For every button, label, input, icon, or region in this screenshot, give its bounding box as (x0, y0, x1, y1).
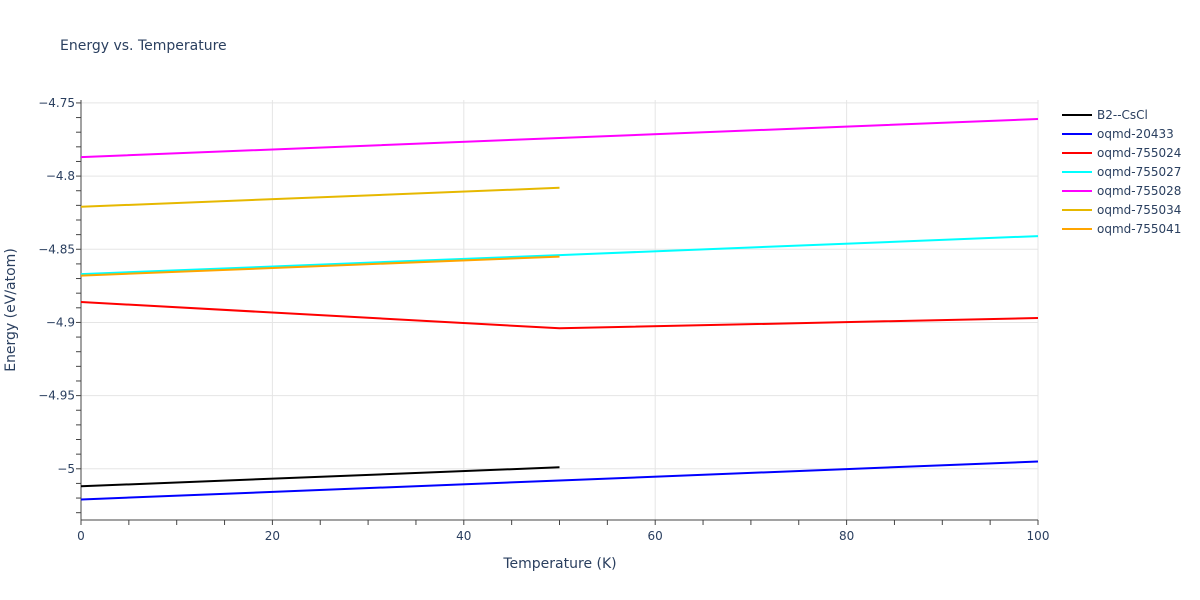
y-tick-label: −4.75 (38, 96, 75, 110)
x-tick-label: 20 (265, 529, 280, 543)
series-line-oqmd-755041 (80, 255, 560, 277)
legend-label: oqmd-755041 (1097, 222, 1181, 236)
x-tick-label: 0 (77, 529, 85, 543)
y-tick-label: −4.9 (46, 315, 75, 329)
series-line-oqmd-755024 (80, 301, 1039, 330)
series-line-b2-cscl (80, 466, 560, 488)
y-gridlines (81, 102, 1038, 470)
axes (76, 100, 1039, 525)
series-lines (80, 118, 1039, 501)
legend-label: B2--CsCl (1097, 108, 1148, 122)
legend-item[interactable]: oqmd-755027 (1062, 165, 1181, 179)
legend-item[interactable]: oqmd-20433 (1062, 127, 1174, 141)
y-tick-label: −4.95 (38, 389, 75, 403)
legend-item[interactable]: oqmd-755034 (1062, 203, 1181, 217)
legend-label: oqmd-755027 (1097, 165, 1181, 179)
x-tick-label: 100 (1027, 529, 1050, 543)
legend-item[interactable]: oqmd-755024 (1062, 146, 1181, 160)
x-axis-title: Temperature (K) (502, 556, 616, 572)
legend-item[interactable]: oqmd-755028 (1062, 184, 1181, 198)
y-tick-label: −5 (57, 462, 75, 476)
x-tick-label: 60 (648, 529, 663, 543)
chart-title: Energy vs. Temperature (60, 38, 227, 54)
y-axis-title: Energy (eV/atom) (3, 248, 19, 372)
legend-item[interactable]: B2--CsCl (1062, 108, 1148, 122)
y-tick-labels: −5 −4.95 −4.9 −4.85 −4.8 −4.75 (38, 96, 75, 476)
legend[interactable]: B2--CsCl oqmd-20433 oqmd-755024 oqmd-755027… (1062, 108, 1181, 236)
x-tick-labels: 0 20 40 60 80 100 (77, 529, 1049, 543)
legend-label: oqmd-755028 (1097, 184, 1181, 198)
x-tick-label: 40 (456, 529, 471, 543)
x-tick-label: 80 (839, 529, 854, 543)
series-line-oqmd-20433 (80, 460, 1039, 501)
series-line-oqmd-755028 (80, 118, 1039, 159)
legend-label: oqmd-755034 (1097, 203, 1181, 217)
y-tick-label: −4.85 (38, 242, 75, 256)
y-tick-label: −4.8 (46, 169, 75, 183)
legend-item[interactable]: oqmd-755041 (1062, 222, 1181, 236)
series-line-oqmd-755034 (80, 186, 560, 208)
legend-label: oqmd-20433 (1097, 127, 1174, 141)
legend-label: oqmd-755024 (1097, 146, 1181, 160)
series-line-oqmd-755027 (80, 235, 1039, 276)
